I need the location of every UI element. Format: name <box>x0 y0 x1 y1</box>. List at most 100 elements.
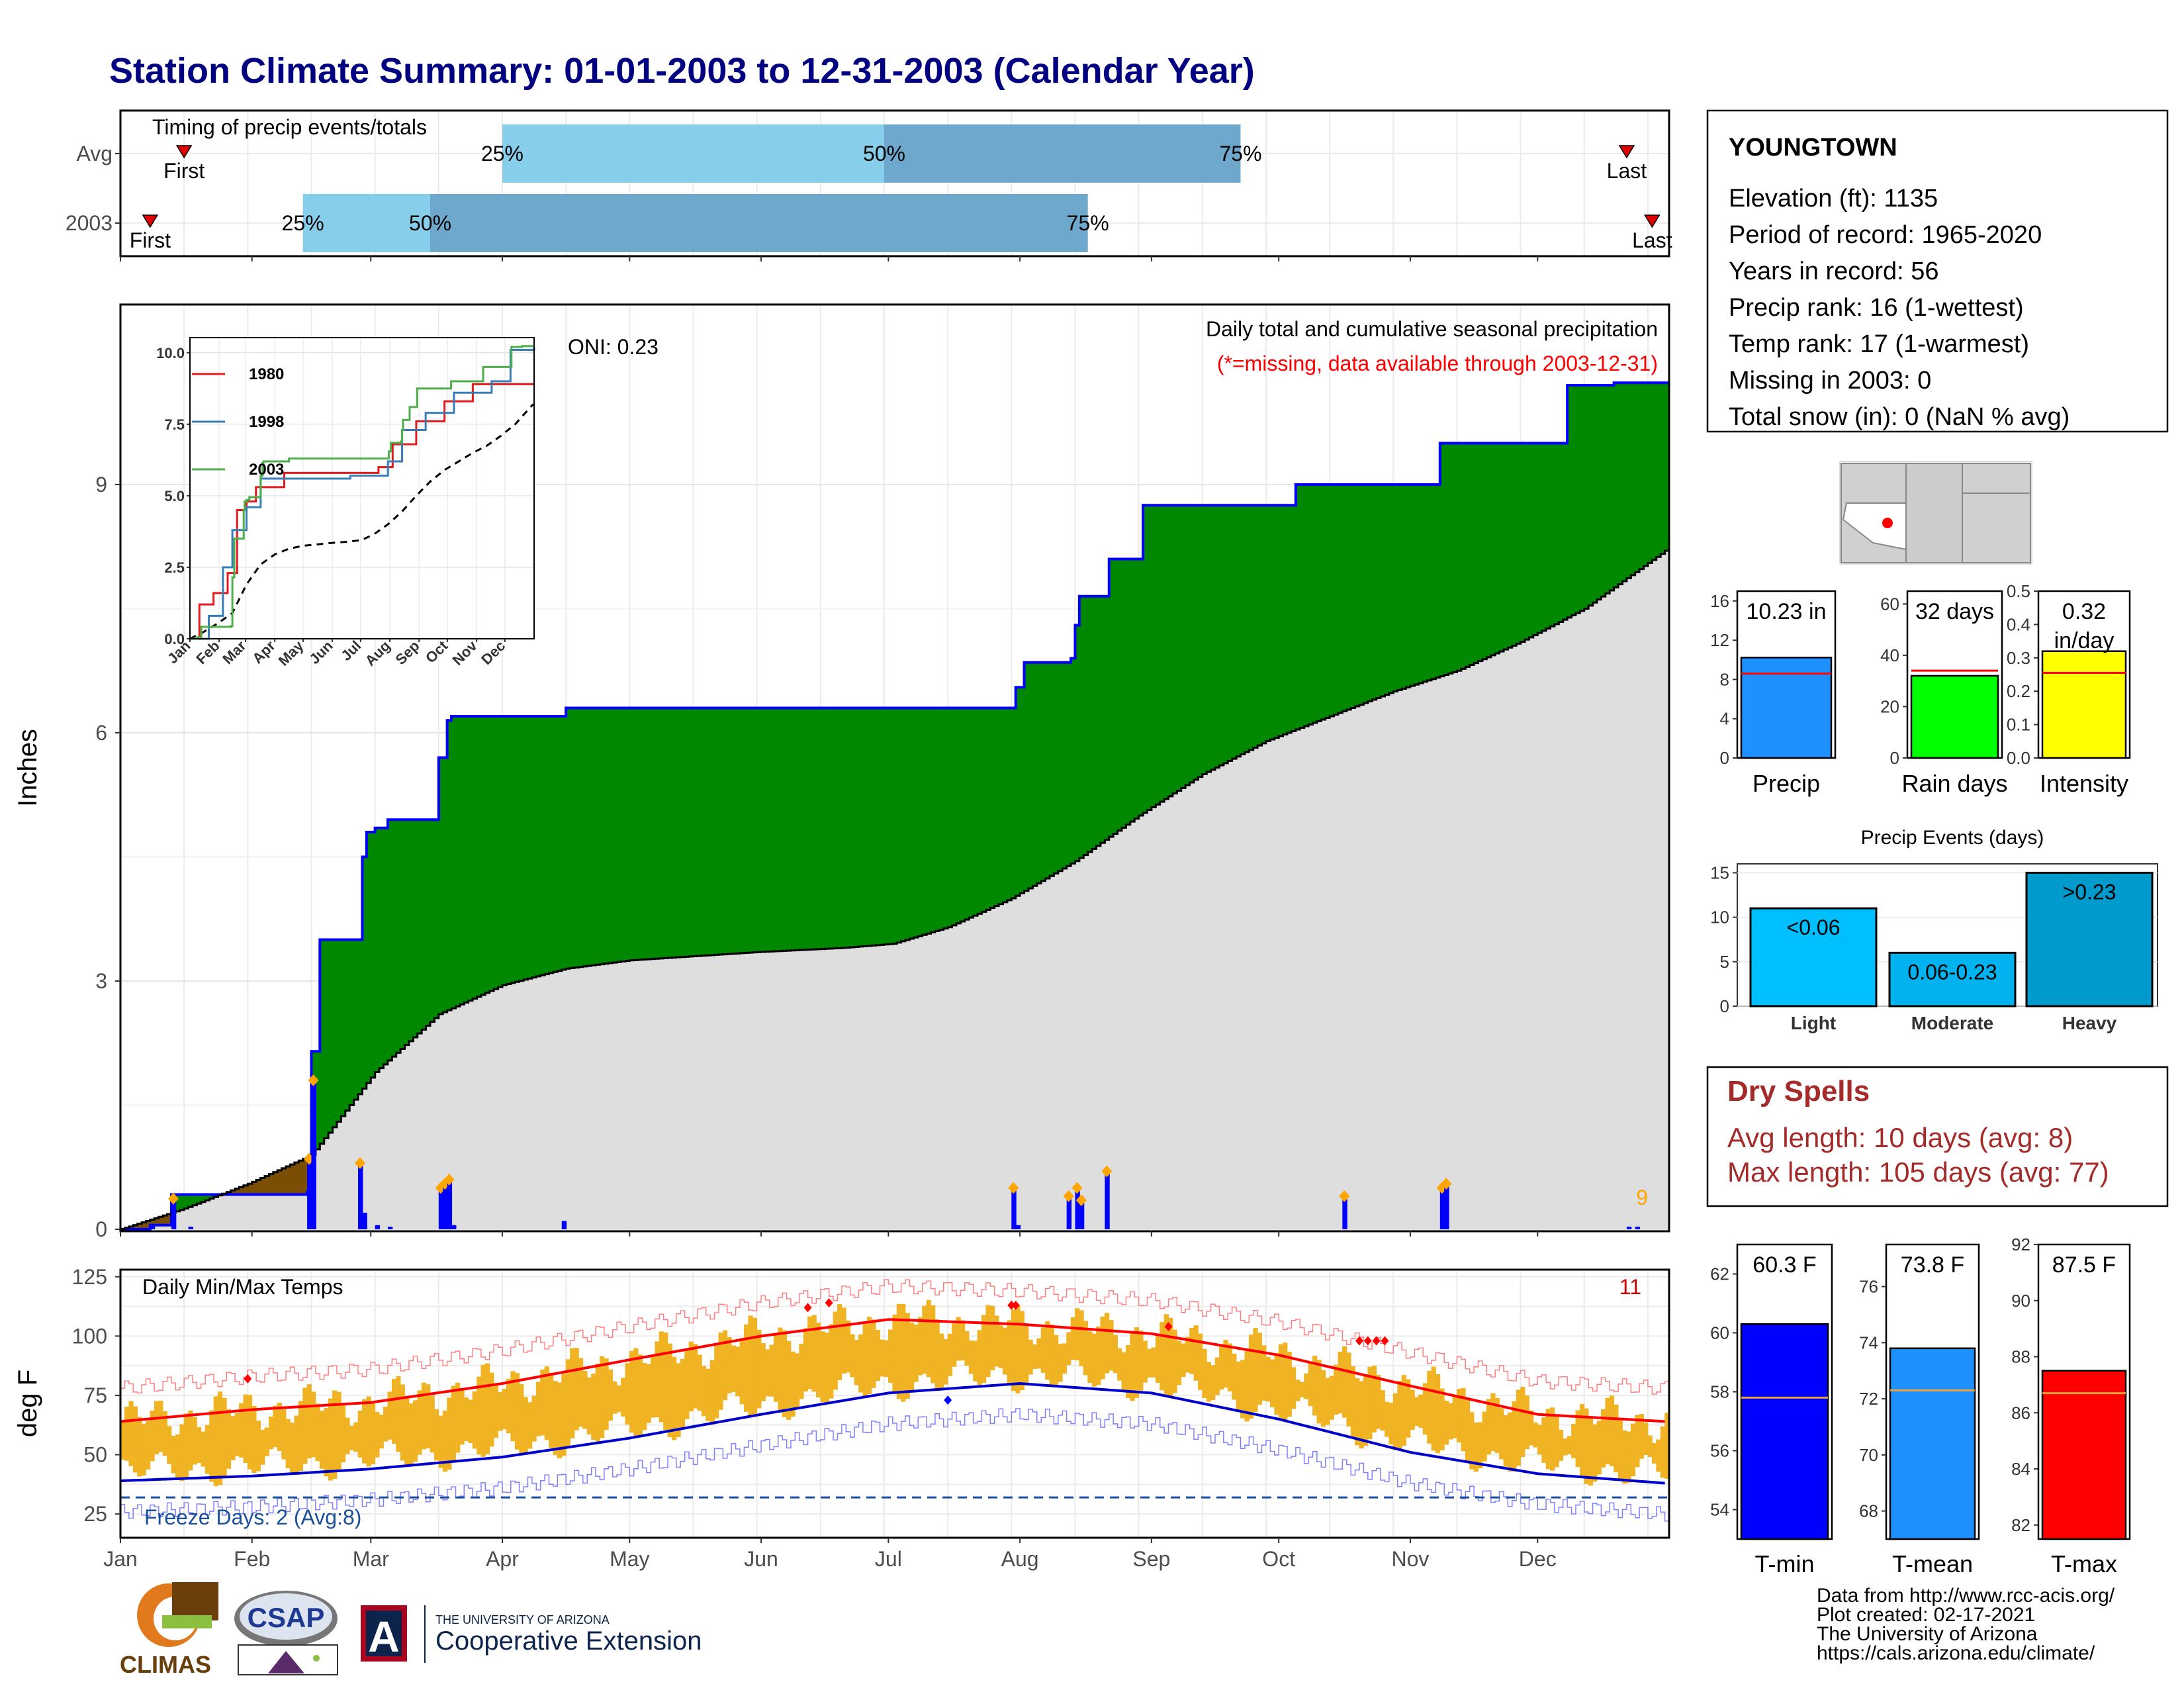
dry-spells-avg: Avg length: 10 days (avg: 8) <box>1727 1122 2073 1153</box>
inset-frame <box>189 337 535 639</box>
mini-bar-ytick-label: 8 <box>1720 669 1729 689</box>
mini-bar-value-label: 73.8 F <box>1901 1252 1964 1278</box>
mini-bar-value-label: 0.32 <box>2062 599 2106 624</box>
svg-text:A: A <box>368 1612 400 1661</box>
mini-bar-ytick-label: 0.3 <box>2007 648 2030 668</box>
temp-ylabel: deg F <box>13 1370 42 1437</box>
station-line: Precip rank: 16 (1-wettest) <box>1729 294 2024 322</box>
daily-precip-bar <box>1444 1184 1449 1229</box>
avg-tmax-line <box>120 1318 1665 1423</box>
month-label: Jul <box>875 1547 902 1571</box>
record-high-marker <box>803 1303 812 1313</box>
record-high-marker <box>1372 1336 1381 1346</box>
station-info-box: YOUNGTOWN Elevation (ft): 1135 Period of… <box>1706 109 2169 433</box>
mini-bar-chart-rain-days: 0 20 40 60 32 days Rain days <box>1880 590 2008 797</box>
daily-precip-marker <box>1008 1182 1019 1194</box>
dry-spells-max: Max length: 105 days (avg: 77) <box>1727 1156 2109 1188</box>
record-high-marker <box>244 1374 252 1383</box>
mini-bar-ytick-label: 4 <box>1720 709 1729 729</box>
timing-marker <box>1644 214 1661 228</box>
daily-precip-bar <box>358 1163 363 1229</box>
daily-precip-bar <box>451 1225 457 1229</box>
freeze-days-label: Freeze Days: 2 (Avg:8) <box>144 1505 361 1529</box>
mini-bar-ytick-label: 0 <box>1890 748 1899 768</box>
inset-legend-label: 2003 <box>249 461 284 479</box>
footer-line: Data from http://www.rcc-acis.org/ <box>1817 1585 2115 1607</box>
precip-ytick-label: 0 <box>95 1217 107 1241</box>
record-high-marker <box>1011 1300 1020 1310</box>
footer-line: The University of Arizona <box>1817 1623 2038 1645</box>
station-name: YOUNGTOWN <box>1729 134 1897 162</box>
timing-percent-label: 50% <box>863 142 905 165</box>
mini-bar-chart-t-max: 82 84 86 88 90 92 87.5 F T-max <box>2011 1235 2131 1577</box>
record-high-line <box>120 1279 1669 1395</box>
mini-bar-ytick-label: 92 <box>2011 1235 2030 1254</box>
mini-bar-category-label: Intensity <box>2040 770 2128 797</box>
daily-precip-bar <box>1342 1196 1347 1229</box>
events-bar-label: >0.23 <box>2063 880 2116 904</box>
month-label: Feb <box>234 1547 270 1571</box>
timing-percent-label: 75% <box>1219 142 1261 165</box>
mini-bar-category-label: Rain days <box>1901 770 2007 797</box>
precip-annotation-title: Daily total and cumulative seasonal prec… <box>1206 317 1658 341</box>
average-cumulative-line <box>120 549 1669 1231</box>
record-high-marker <box>1381 1336 1389 1346</box>
timing-bar-50-75 <box>884 124 1241 183</box>
events-ytick-label: 0 <box>1720 996 1729 1016</box>
timing-marker <box>142 214 159 228</box>
station-location-marker <box>1882 518 1893 528</box>
ua-small-text: THE UNIVERSITY OF ARIZONA <box>435 1613 610 1626</box>
mini-bar-chart-t-mean: 68 70 72 74 76 73.8 F T-mean <box>1859 1243 1980 1577</box>
events-bar-label: <0.06 <box>1787 915 1841 939</box>
record-high-marker <box>1007 1300 1016 1310</box>
mini-bar-ytick-label: 20 <box>1880 696 1899 716</box>
timing-marker-label: First <box>130 228 171 252</box>
footer-line: Plot created: 02-17-2021 <box>1817 1604 2035 1626</box>
precip-panel: 0 3 6 9 Inches Daily total and cumulative s… <box>13 256 1670 1241</box>
daily-precip-marker <box>1339 1190 1350 1202</box>
month-label: Aug <box>1001 1547 1039 1571</box>
footer-credits: Data from http://www.rcc-acis.org/ Plot … <box>1817 1585 2115 1664</box>
daily-precip-bar <box>443 1184 448 1229</box>
mini-bar-value-bar <box>1889 1347 1976 1540</box>
month-label: Jan <box>103 1547 138 1571</box>
daily-precip-bar <box>447 1180 453 1229</box>
mini-bar-ytick-label: 74 <box>1859 1333 1878 1352</box>
precip-ylabel: Inches <box>13 729 42 807</box>
events-ytick-label: 10 <box>1710 908 1729 927</box>
daily-precip-marker <box>167 1192 179 1205</box>
mini-bar-value-bar <box>1910 675 1999 759</box>
daily-precip-marker <box>1075 1194 1087 1207</box>
mini-bar-ytick-label: 62 <box>1710 1264 1729 1284</box>
precip-ytick-label: 3 <box>95 969 107 993</box>
daily-precip-bar <box>311 1080 316 1229</box>
temp-count-label: 11 <box>1619 1275 1641 1299</box>
timing-row-label: 2003 <box>66 211 113 235</box>
record-high-marker <box>1164 1322 1173 1332</box>
daily-precip-bar <box>1105 1171 1110 1229</box>
mini-bar-ytick-label: 12 <box>1710 630 1729 650</box>
inset-line-1998 <box>190 347 535 640</box>
daily-precip-bar <box>171 1198 177 1229</box>
daily-precip-bar <box>188 1227 193 1229</box>
mini-bar-category-label: Precip <box>1752 770 1820 797</box>
precip-panel-frame <box>119 303 1670 1233</box>
daily-precip-bar <box>1066 1196 1072 1229</box>
daily-precip-marker <box>1063 1190 1074 1202</box>
mini-bar-value-label: 10.23 in <box>1747 599 1827 624</box>
mini-bar-ytick-label: 84 <box>2011 1459 2030 1479</box>
mini-bar-ytick-label: 0.2 <box>2007 681 2030 701</box>
daily-precip-bar <box>1635 1227 1641 1229</box>
daily-precip-bar <box>1011 1188 1017 1229</box>
mini-bar-value-label: 60.3 F <box>1752 1252 1816 1278</box>
daily-precip-bar <box>362 1213 367 1229</box>
daily-precip-marker <box>1441 1178 1452 1190</box>
mini-bar-value-bar <box>1740 1323 1829 1540</box>
mini-bar-ytick-label: 0.4 <box>2007 614 2030 634</box>
temp-panel: 25 50 75 100 125 deg F Daily Min/Max Temps 1… <box>13 1265 1670 1571</box>
timing-title: Timing of precip events/totals <box>152 115 427 139</box>
daily-precip-bar <box>1626 1227 1632 1229</box>
events-bar <box>2025 871 2154 1008</box>
